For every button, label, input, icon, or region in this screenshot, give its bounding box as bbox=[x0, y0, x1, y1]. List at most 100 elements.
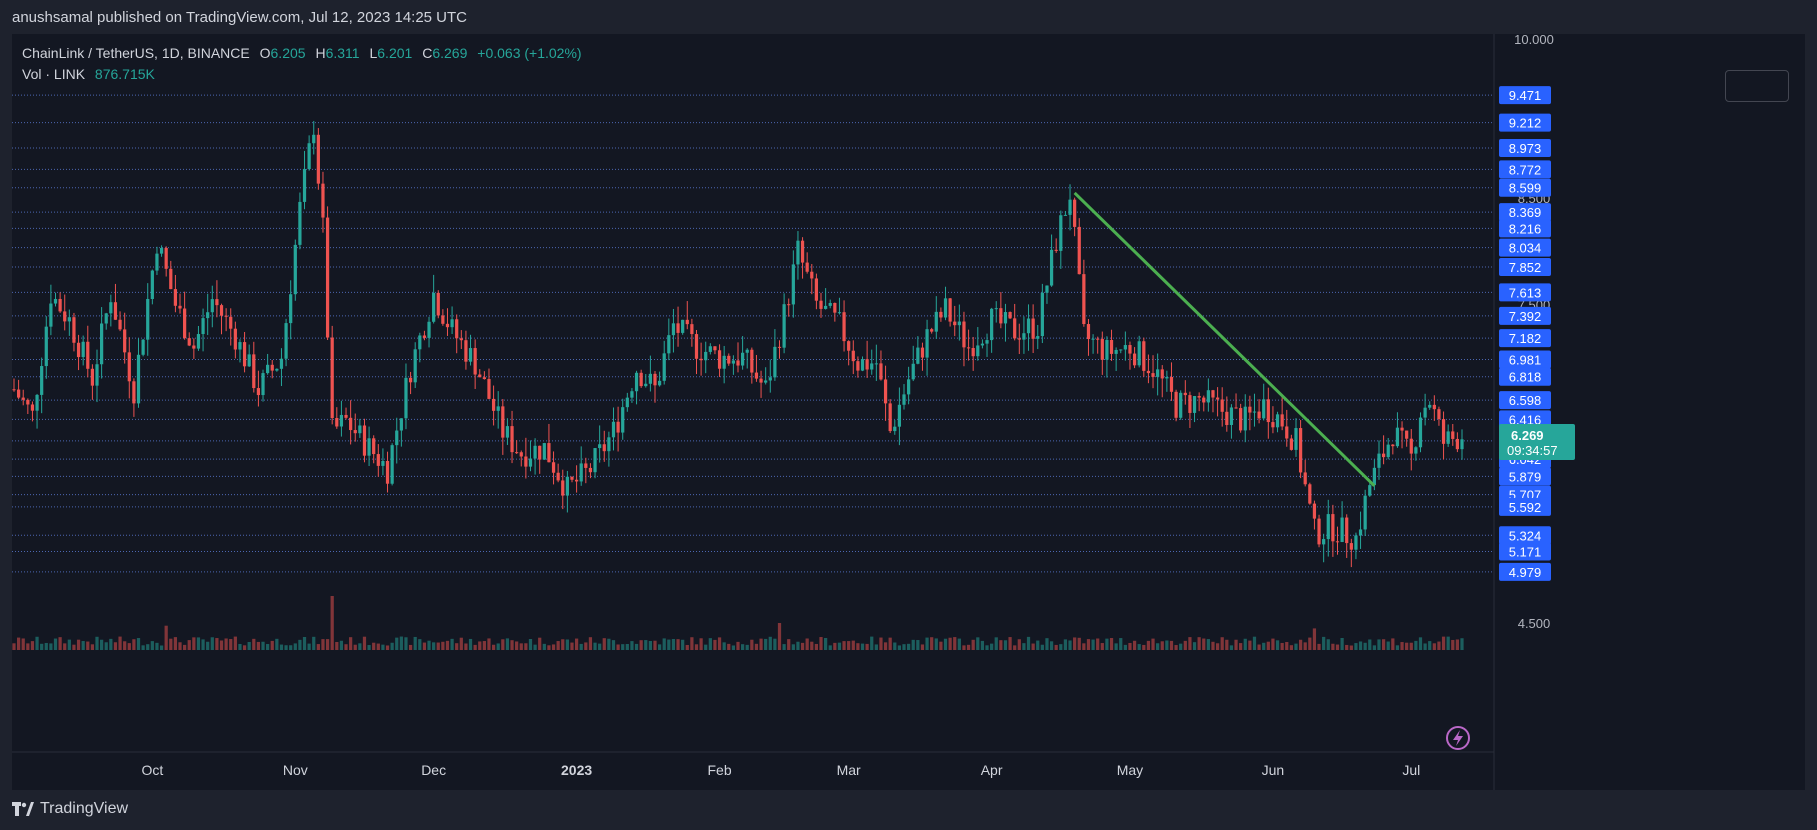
candle-body[interactable] bbox=[704, 351, 708, 361]
candle-body[interactable] bbox=[690, 324, 694, 335]
candle-body[interactable] bbox=[1280, 414, 1284, 427]
candle-body[interactable] bbox=[376, 454, 380, 466]
candle-body[interactable] bbox=[238, 342, 242, 350]
candle-body[interactable] bbox=[12, 389, 16, 391]
candle-body[interactable] bbox=[1132, 353, 1137, 366]
candle-body[interactable] bbox=[270, 364, 274, 371]
candle-body[interactable] bbox=[1068, 199, 1072, 215]
candle-body[interactable] bbox=[418, 335, 422, 350]
candle-body[interactable] bbox=[754, 372, 759, 379]
candle-body[interactable] bbox=[1317, 518, 1321, 545]
candle-body[interactable] bbox=[187, 338, 191, 346]
candle-body[interactable] bbox=[1165, 376, 1169, 379]
candle-body[interactable] bbox=[325, 217, 330, 338]
candle-body[interactable] bbox=[284, 323, 288, 359]
candle-body[interactable] bbox=[630, 391, 634, 398]
candle-body[interactable] bbox=[764, 380, 768, 383]
candle-body[interactable] bbox=[432, 292, 436, 322]
candle-body[interactable] bbox=[750, 349, 754, 373]
candle-body[interactable] bbox=[215, 299, 219, 306]
candle-body[interactable] bbox=[1248, 406, 1252, 413]
candle-body[interactable] bbox=[164, 247, 168, 269]
candle-body[interactable] bbox=[381, 460, 385, 466]
candle-body[interactable] bbox=[1022, 333, 1026, 340]
candle-body[interactable] bbox=[943, 298, 948, 318]
candle-body[interactable] bbox=[1377, 453, 1381, 468]
candle-body[interactable] bbox=[874, 363, 878, 365]
candle-body[interactable] bbox=[1349, 543, 1353, 550]
candle-body[interactable] bbox=[427, 321, 431, 338]
candle-body[interactable] bbox=[1391, 444, 1395, 447]
candle-body[interactable] bbox=[1197, 396, 1201, 398]
candle-body[interactable] bbox=[1123, 345, 1127, 350]
candle-body[interactable] bbox=[1308, 484, 1312, 504]
candle-body[interactable] bbox=[132, 381, 136, 404]
candle-body[interactable] bbox=[648, 373, 652, 384]
candle-body[interactable] bbox=[289, 294, 293, 324]
candle-body[interactable] bbox=[699, 358, 703, 361]
candle-body[interactable] bbox=[1215, 397, 1220, 400]
candle-body[interactable] bbox=[694, 334, 699, 359]
candle-body[interactable] bbox=[183, 308, 187, 339]
candle-body[interactable] bbox=[95, 364, 99, 386]
candle-body[interactable] bbox=[971, 348, 975, 357]
candle-body[interactable] bbox=[81, 341, 85, 358]
candle-body[interactable] bbox=[930, 329, 934, 332]
candle-body[interactable] bbox=[1340, 517, 1344, 543]
candle-body[interactable] bbox=[671, 323, 676, 336]
candle-body[interactable] bbox=[533, 445, 537, 459]
candle-body[interactable] bbox=[524, 456, 528, 467]
candle-body[interactable] bbox=[1432, 404, 1436, 410]
candle-body[interactable] bbox=[584, 463, 588, 468]
candle-body[interactable] bbox=[565, 476, 569, 496]
candle-body[interactable] bbox=[501, 406, 505, 438]
candle-body[interactable] bbox=[865, 359, 869, 370]
candle-body[interactable] bbox=[385, 460, 390, 484]
candle-body[interactable] bbox=[1128, 345, 1132, 354]
candle-body[interactable] bbox=[256, 388, 261, 396]
candle-body[interactable] bbox=[1151, 373, 1155, 377]
candle-body[interactable] bbox=[990, 308, 994, 341]
candle-body[interactable] bbox=[796, 240, 800, 265]
candle-body[interactable] bbox=[528, 458, 533, 467]
candle-body[interactable] bbox=[883, 379, 888, 404]
candle-body[interactable] bbox=[994, 308, 998, 310]
candle-body[interactable] bbox=[768, 377, 772, 381]
candle-body[interactable] bbox=[948, 298, 952, 322]
candle-body[interactable] bbox=[551, 462, 556, 473]
candle-body[interactable] bbox=[819, 300, 823, 309]
candle-body[interactable] bbox=[740, 352, 745, 366]
candle-body[interactable] bbox=[146, 299, 150, 340]
candle-body[interactable] bbox=[542, 443, 546, 460]
candle-body[interactable] bbox=[1354, 535, 1358, 550]
candle-body[interactable] bbox=[1363, 495, 1367, 530]
candle-body[interactable] bbox=[897, 404, 902, 427]
candle-body[interactable] bbox=[21, 397, 25, 400]
candle-body[interactable] bbox=[44, 326, 48, 367]
candle-body[interactable] bbox=[662, 353, 666, 381]
candle-body[interactable] bbox=[588, 467, 593, 473]
candle-body[interactable] bbox=[1225, 411, 1229, 425]
candle-body[interactable] bbox=[717, 350, 722, 369]
candle-body[interactable] bbox=[1257, 411, 1261, 419]
candle-body[interactable] bbox=[473, 348, 477, 375]
candle-body[interactable] bbox=[1146, 370, 1151, 374]
candle-body[interactable] bbox=[787, 304, 791, 306]
candle-body[interactable] bbox=[252, 354, 256, 389]
candle-body[interactable] bbox=[727, 355, 731, 364]
candle-body[interactable] bbox=[173, 289, 178, 306]
candle-body[interactable] bbox=[639, 372, 643, 387]
candle-body[interactable] bbox=[1077, 226, 1081, 275]
candle-body[interactable] bbox=[113, 302, 118, 320]
candle-body[interactable] bbox=[1446, 431, 1450, 444]
candle-body[interactable] bbox=[842, 312, 846, 342]
candle-body[interactable] bbox=[1400, 427, 1404, 431]
candle-body[interactable] bbox=[408, 377, 413, 383]
candle-body[interactable] bbox=[1298, 428, 1303, 473]
candle-body[interactable] bbox=[1428, 404, 1432, 408]
candle-body[interactable] bbox=[1220, 399, 1224, 412]
candle-body[interactable] bbox=[1418, 417, 1423, 448]
candle-body[interactable] bbox=[847, 341, 851, 351]
symbol-label[interactable]: ChainLink / TetherUS, 1D, BINANCE bbox=[22, 45, 250, 61]
candle-body[interactable] bbox=[459, 338, 463, 341]
